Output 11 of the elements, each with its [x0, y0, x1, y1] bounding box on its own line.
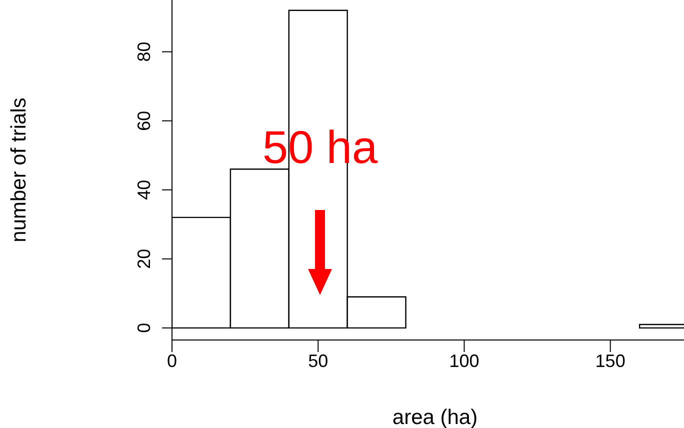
y-tick-label: 20 — [134, 248, 154, 269]
x-tick-label: 100 — [449, 350, 480, 371]
x-tick-label: 0 — [166, 350, 178, 371]
y-tick-label: 60 — [134, 110, 154, 131]
x-axis-title: area (ha) — [392, 406, 478, 428]
y-tick-label: 80 — [134, 42, 154, 62]
x-tick-label: 150 — [595, 350, 626, 371]
y-tick-label: 40 — [134, 180, 154, 200]
y-tick-label: 0 — [134, 322, 154, 333]
y-axis-title: number of trials — [7, 98, 30, 242]
x-tick-label: 50 — [308, 350, 328, 371]
